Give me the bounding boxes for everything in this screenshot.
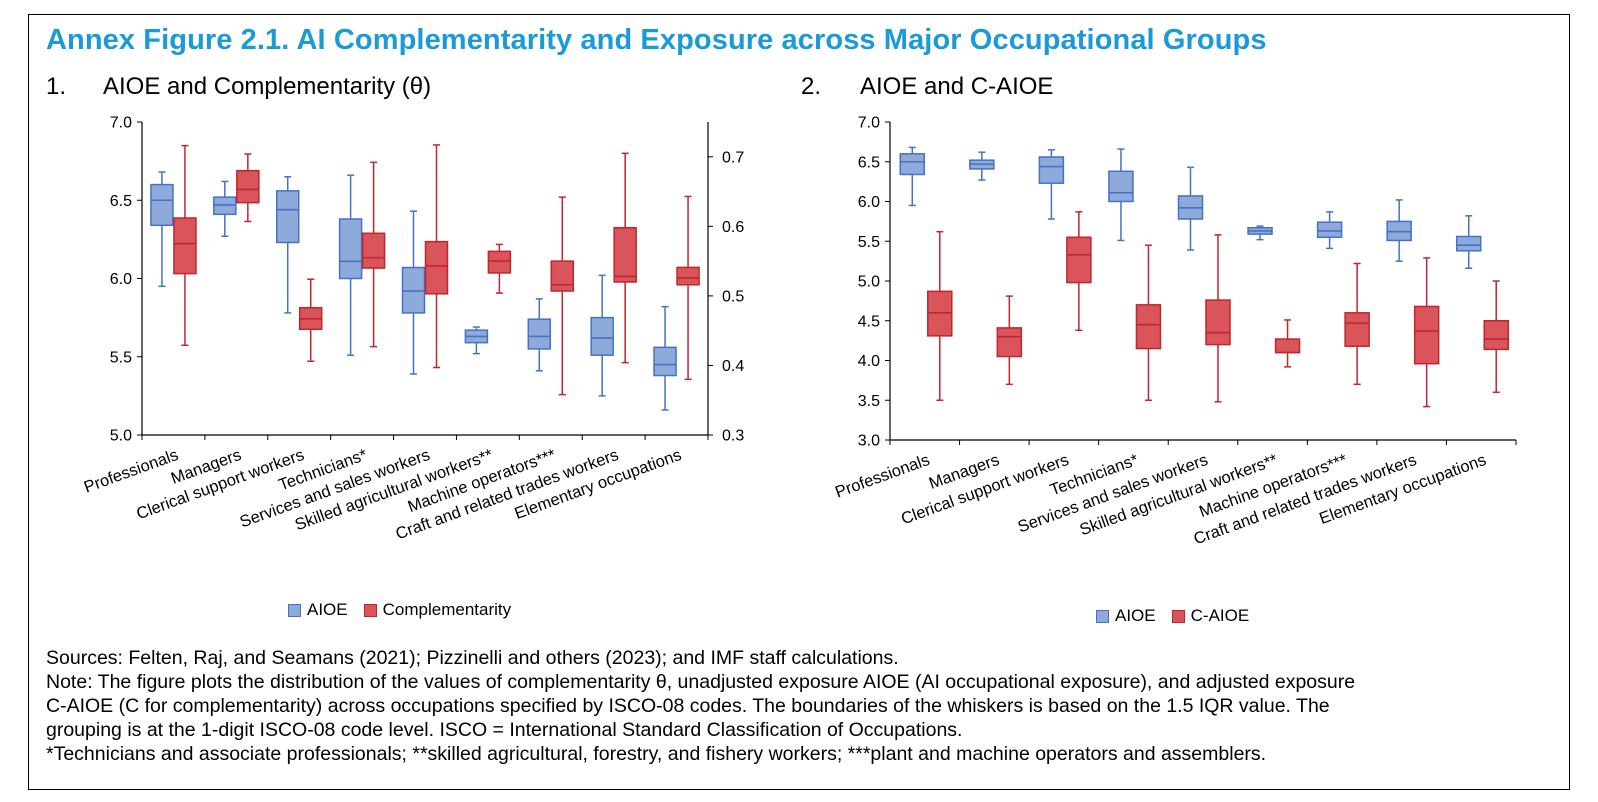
y-tick-label: 5.0 <box>858 274 880 291</box>
box-complementarity <box>424 240 449 295</box>
y-tick-label: 3.0 <box>858 433 880 450</box>
panel-1-number: 1. <box>46 73 67 100</box>
footnote-line: *Technicians and associate professionals… <box>46 743 1267 765</box>
box-aioe <box>653 346 677 377</box>
box-complementarity <box>361 232 386 269</box>
box-c-aioe <box>1066 236 1092 284</box>
sources-line: Sources: Felten, Raj, and Seamans (2021)… <box>46 647 899 669</box>
box-complementarity <box>550 260 575 292</box>
box-aioe <box>590 316 614 356</box>
legend-label: C-AIOE <box>1190 606 1250 625</box>
box-aioe <box>150 183 174 227</box>
y-tick-label: 5.0 <box>110 428 132 445</box>
y-tick-label: 4.0 <box>858 353 880 370</box>
y-tick-label: 5.5 <box>110 349 132 366</box>
y-tick-label: 4.5 <box>858 313 880 330</box>
box-aioe <box>338 218 363 280</box>
box-c-aioe <box>996 327 1023 358</box>
note-line-1: Note: The figure plots the distribution … <box>46 671 1356 693</box>
box-c-aioe <box>1205 299 1231 346</box>
panel-2-title: AIOE and C-AIOE <box>860 73 1054 100</box>
chart-1-legend: AIOE Complementarity <box>288 600 527 620</box>
box-aioe <box>527 318 552 350</box>
box-aioe <box>899 153 926 176</box>
y2-tick-label: 0.5 <box>722 288 744 305</box>
box-complementarity <box>236 169 260 204</box>
note-line-2: C-AIOE (C for complementarity) across oc… <box>46 695 1330 717</box>
chart-2-legend: AIOE C-AIOE <box>1096 606 1265 626</box>
box-complementarity <box>613 226 637 283</box>
box-c-aioe <box>1483 320 1509 351</box>
y-tick-label: 7.0 <box>858 115 880 132</box>
chart-1: 5.05.56.06.57.00.30.40.50.60.7Profession… <box>82 115 745 544</box>
box-aioe <box>1108 170 1134 203</box>
note-line-3: grouping is at the 1-digit ISCO-08 code … <box>46 719 963 741</box>
legend-item-complementarity: Complementarity <box>363 600 512 620</box>
box-c-aioe <box>1344 312 1370 347</box>
box-aioe <box>1038 156 1065 184</box>
box-aioe <box>275 190 300 244</box>
legend-item-aioe: AIOE <box>288 600 348 620</box>
legend-item-c-aioe: C-AIOE <box>1171 606 1250 626</box>
y-tick-label: 5.5 <box>858 234 880 251</box>
box-complementarity <box>173 217 197 275</box>
x-category-label: Professionals <box>833 451 932 502</box>
y2-tick-label: 0.3 <box>722 428 744 445</box>
box-c-aioe <box>1274 338 1301 354</box>
legend-label: AIOE <box>307 600 348 619</box>
y2-tick-label: 0.7 <box>722 149 744 166</box>
panel-1-title: AIOE and Complementarity (θ) <box>103 73 432 100</box>
y-tick-label: 6.5 <box>110 193 132 210</box>
legend-swatch-complementarity <box>363 603 377 617</box>
box-complementarity <box>676 266 700 286</box>
y-tick-label: 7.0 <box>110 115 132 132</box>
legend-swatch-aioe <box>1096 609 1109 623</box>
chart-2: 3.0 3.5 4.0 4.5 5.0 5.5 6.0 6.5 7.0 Professionals… <box>833 115 1517 548</box>
notes: Sources: Felten, Raj, and Seamans (2021)… <box>46 646 1556 766</box>
box-c-aioe <box>1135 304 1162 350</box>
legend-swatch-aioe <box>288 603 301 617</box>
legend-item-aioe: AIOE <box>1096 606 1156 626</box>
y2-tick-label: 0.4 <box>722 358 744 375</box>
box-complementarity <box>487 250 512 274</box>
box-c-aioe <box>1413 305 1440 365</box>
box-aioe <box>1455 235 1482 252</box>
y-tick-label: 3.5 <box>858 393 880 410</box>
figure-title: Annex Figure 2.1. AI Complementarity and… <box>46 24 1267 56</box>
y-tick-label: 6.0 <box>858 194 880 211</box>
legend-swatch-c-aioe <box>1171 609 1185 623</box>
y-tick-label: 6.0 <box>110 271 132 288</box>
panel-2-number: 2. <box>801 73 822 100</box>
legend-label: Complementarity <box>382 600 512 619</box>
box-aioe <box>1316 221 1343 239</box>
y-tick-label: 6.5 <box>858 154 880 171</box>
legend-label: AIOE <box>1115 606 1156 625</box>
y2-tick-label: 0.6 <box>722 219 744 236</box>
figure-frame <box>28 14 1570 790</box>
